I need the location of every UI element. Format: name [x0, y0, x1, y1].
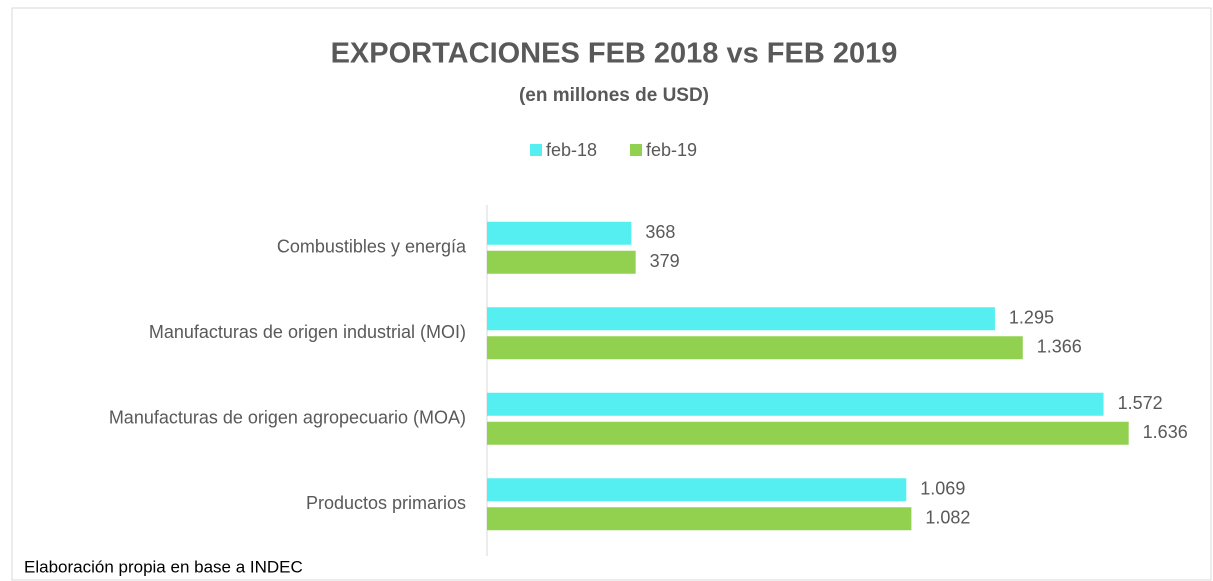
data-label: 1.636 — [1143, 422, 1188, 442]
bar — [487, 336, 1023, 360]
data-label: 368 — [645, 222, 675, 242]
bar — [487, 250, 636, 274]
y-tick-label: Manufacturas de origen industrial (MOI) — [149, 322, 466, 342]
chart-title: EXPORTACIONES FEB 2018 vs FEB 2019 — [331, 38, 898, 70]
bar — [487, 221, 632, 245]
data-label: 1.572 — [1118, 393, 1163, 413]
bar — [487, 507, 912, 531]
data-label: 379 — [650, 251, 680, 271]
legend-label: feb-18 — [546, 140, 597, 160]
chart-subtitle: (en millones de USD) — [519, 85, 709, 106]
y-tick-label: Manufacturas de origen agropecuario (MOA… — [109, 408, 466, 428]
y-tick-label: Productos primarios — [306, 493, 466, 513]
bar — [487, 478, 907, 502]
legend-swatch — [530, 144, 542, 156]
bar — [487, 307, 995, 331]
legend-swatch — [630, 144, 642, 156]
source-note: Elaboración propia en base a INDEC — [24, 557, 303, 576]
y-tick-label: Combustibles y energía — [277, 237, 467, 257]
data-label: 1.069 — [920, 479, 965, 499]
data-label: 1.295 — [1009, 308, 1054, 328]
bar — [487, 421, 1129, 445]
bar — [487, 392, 1104, 416]
data-label: 1.366 — [1037, 337, 1082, 357]
data-label: 1.082 — [925, 508, 970, 528]
legend-label: feb-19 — [646, 140, 697, 160]
